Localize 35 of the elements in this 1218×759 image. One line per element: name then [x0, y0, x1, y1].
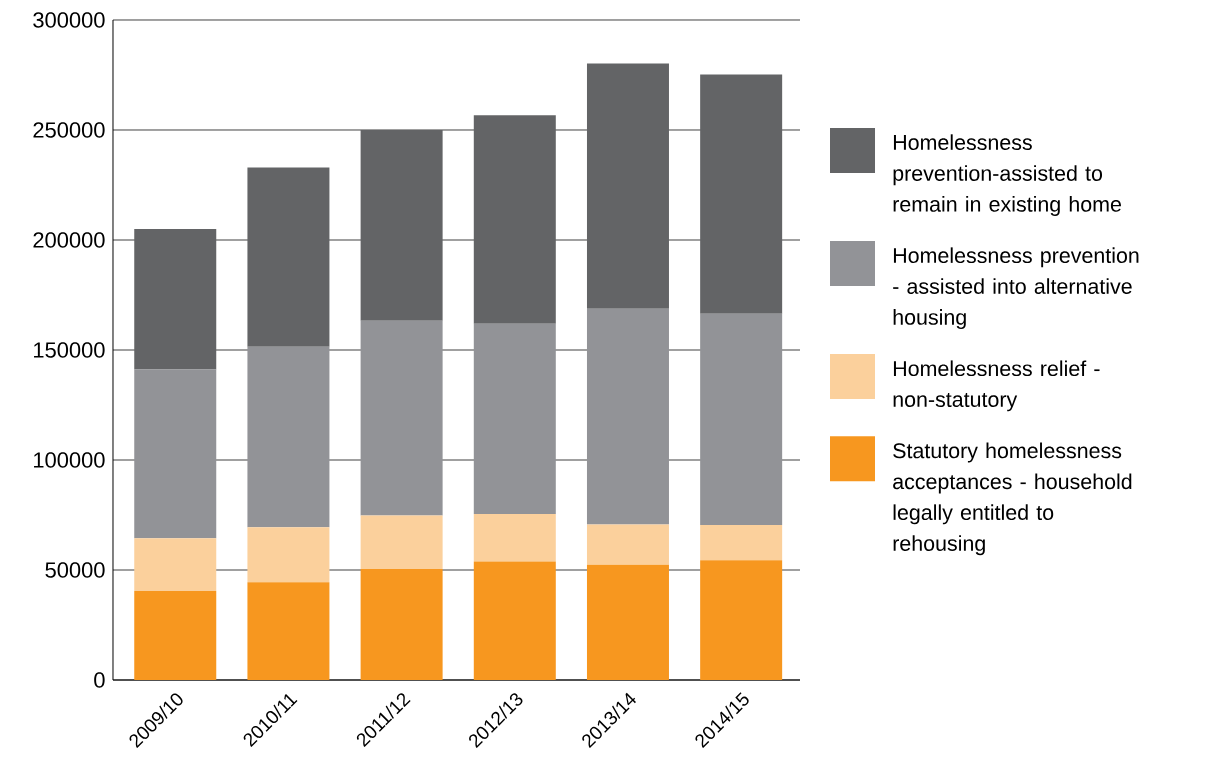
y-tick-label: 150000 — [34, 342, 105, 358]
bar — [134, 369, 217, 539]
bar — [360, 129, 443, 321]
legend-label: Homelessness relief - non-statutory — [893, 360, 1100, 412]
legend-label: Homelessness prevention-assisted to remain in existing home — [893, 134, 1121, 216]
bar — [134, 228, 217, 370]
legend-label: Homelessness prevention - assisted into alternative housing — [893, 247, 1139, 330]
bar — [586, 524, 669, 565]
y-tick-label: 250000 — [33, 122, 105, 138]
bar — [360, 320, 443, 516]
bar — [586, 63, 669, 309]
bar — [700, 313, 783, 526]
bar — [700, 525, 783, 561]
bar — [586, 308, 669, 525]
legend-label: Statutory homelessness acceptances - household legally entitled to rehousing — [893, 442, 1132, 556]
y-tick-label: 0 — [94, 672, 105, 688]
bar — [360, 515, 443, 570]
bar — [473, 561, 556, 680]
bar — [700, 560, 783, 680]
bar — [134, 538, 217, 592]
bar — [247, 167, 330, 347]
y-tick-label: 100000 — [34, 452, 105, 468]
bar — [360, 569, 443, 680]
bar — [134, 591, 217, 680]
bar — [247, 346, 330, 528]
bar — [473, 514, 556, 562]
bar — [247, 582, 330, 680]
y-tick-label: 300000 — [33, 12, 105, 28]
bar — [586, 564, 669, 680]
bar — [700, 74, 783, 314]
bar — [473, 323, 556, 515]
y-tick-label: 200000 — [33, 232, 105, 248]
bar — [247, 527, 330, 583]
bar — [473, 115, 556, 324]
y-tick-label: 50000 — [45, 562, 105, 578]
